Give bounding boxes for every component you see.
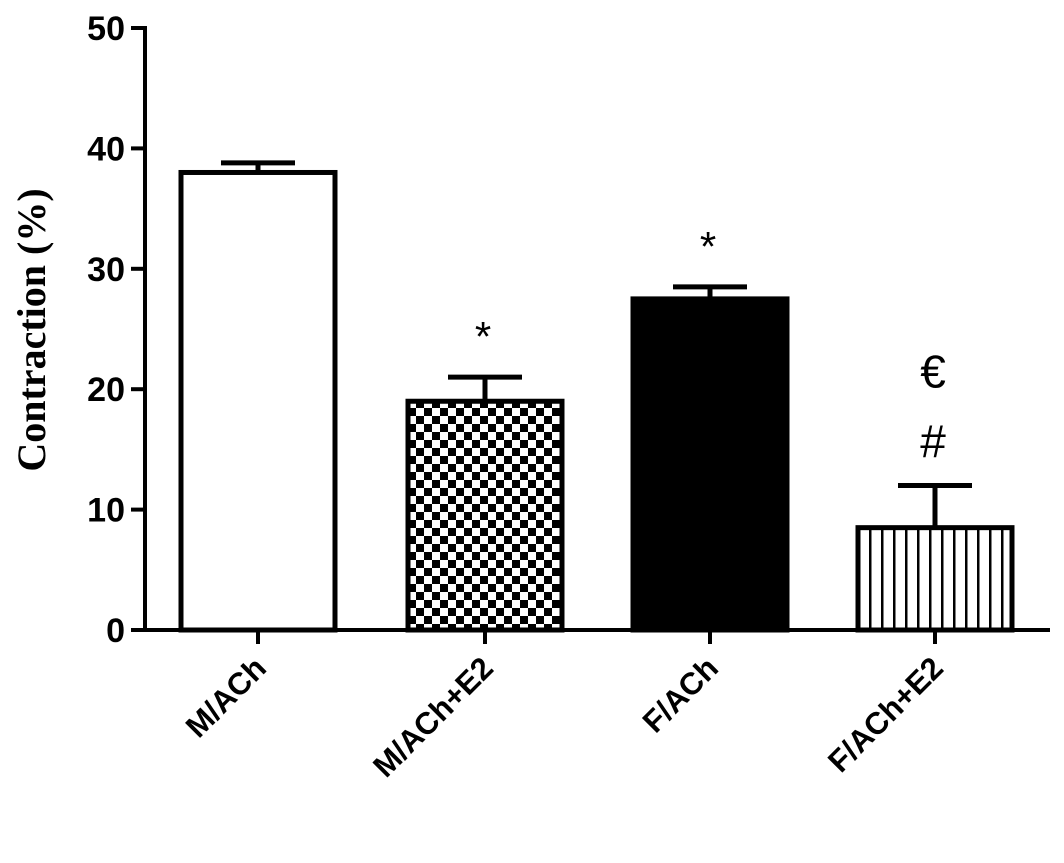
y-tick-label: 0: [106, 612, 125, 650]
significance-mark: €: [920, 346, 946, 398]
bar-4: [855, 525, 1015, 633]
y-axis: 0 10 20 30 40 50: [87, 10, 147, 650]
x-tick-label: M/ACh+E2: [366, 650, 500, 784]
y-tick-label: 30: [87, 251, 125, 289]
significance-mark: #: [920, 416, 946, 468]
x-tick-label: M/ACh: [179, 650, 273, 744]
y-tick-label: 50: [87, 10, 125, 48]
bar-1: [178, 169, 338, 633]
y-tick-label: 20: [87, 371, 125, 409]
error-bars: [221, 160, 972, 528]
bar-3: [630, 296, 790, 633]
bars: [178, 169, 1015, 633]
x-axis: M/ACh M/ACh+E2 F/ACh F/ACh+E2: [143, 628, 1050, 784]
significance-mark: *: [475, 313, 491, 360]
y-tick-label: 40: [87, 130, 125, 168]
significance-mark: *: [700, 223, 716, 270]
bar-2: [405, 398, 565, 633]
x-tick-label: F/ACh: [636, 650, 725, 739]
annotations: * * # €: [475, 223, 946, 468]
y-axis-title: Contraction (%): [9, 188, 54, 471]
x-tick-label: F/ACh+E2: [821, 650, 950, 779]
y-tick-label: 10: [87, 492, 125, 530]
